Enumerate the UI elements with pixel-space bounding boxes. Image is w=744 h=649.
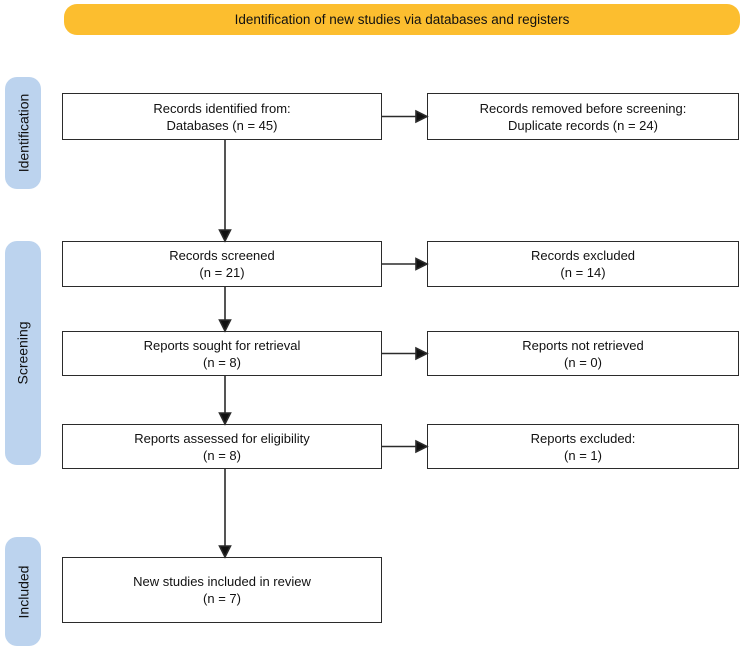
box-reports-assessed: Reports assessed for eligibility (n = 8): [62, 424, 382, 469]
stage-label-text: Included: [15, 565, 31, 618]
down-arrowhead-icon: [218, 412, 232, 426]
box-text-line: Records excluded: [530, 248, 636, 263]
stage-label-screening: Screening: [5, 241, 41, 465]
box-text-line: (n = 14): [560, 265, 606, 280]
box-records-excluded: Records excluded (n = 14): [427, 241, 739, 287]
box-records-identified: Records identified from: Databases (n = …: [62, 93, 382, 140]
diagram-title-banner: Identification of new studies via databa…: [64, 4, 740, 35]
box-reports-excluded: Reports excluded: (n = 1): [427, 424, 739, 469]
box-text-line: (n = 21): [199, 265, 245, 280]
box-text-line: Records screened: [169, 248, 275, 263]
diagram-title: Identification of new studies via databa…: [234, 12, 570, 27]
down-arrowhead-icon: [218, 319, 232, 333]
stage-label-text: Screening: [15, 321, 32, 385]
box-records-screened: Records screened (n = 21): [62, 241, 382, 287]
box-text-line: Reports assessed for eligibility: [134, 430, 310, 446]
box-records-removed: Records removed before screening: Duplic…: [427, 93, 739, 140]
box-text-line: Reports not retrieved: [522, 337, 644, 353]
box-text-line: Records removed before screening:: [479, 100, 687, 116]
stage-label-identification: Identification: [5, 77, 41, 189]
box-text-line: Databases (n = 45): [166, 117, 278, 133]
box-text-line: (n = 8): [203, 354, 241, 370]
box-new-studies-included: New studies included in review (n = 7): [62, 557, 382, 623]
down-arrowhead-icon: [218, 545, 232, 559]
box-text-line: New studies included in review: [133, 574, 311, 589]
box-text-line: Duplicate records (n = 24): [508, 117, 658, 133]
right-arrowhead-icon: [415, 346, 429, 361]
right-arrowhead-icon: [415, 439, 429, 454]
box-reports-sought: Reports sought for retrieval (n = 8): [62, 331, 382, 376]
box-text-line: Reports sought for retrieval: [143, 337, 301, 353]
down-arrowhead-icon: [218, 229, 232, 243]
box-text-line: Reports excluded:: [530, 430, 636, 446]
right-arrowhead-icon: [415, 109, 429, 124]
box-text-line: (n = 1): [564, 447, 602, 463]
right-arrowhead-icon: [415, 257, 429, 271]
stage-label-included: Included: [5, 537, 41, 646]
box-reports-not-retrieved: Reports not retrieved (n = 0): [427, 331, 739, 376]
box-text-line: Records identified from:: [153, 100, 291, 116]
stage-label-text: Identification: [15, 93, 32, 173]
box-text-line: (n = 8): [203, 447, 241, 463]
box-text-line: (n = 7): [203, 591, 241, 606]
box-text-line: (n = 0): [564, 354, 602, 370]
